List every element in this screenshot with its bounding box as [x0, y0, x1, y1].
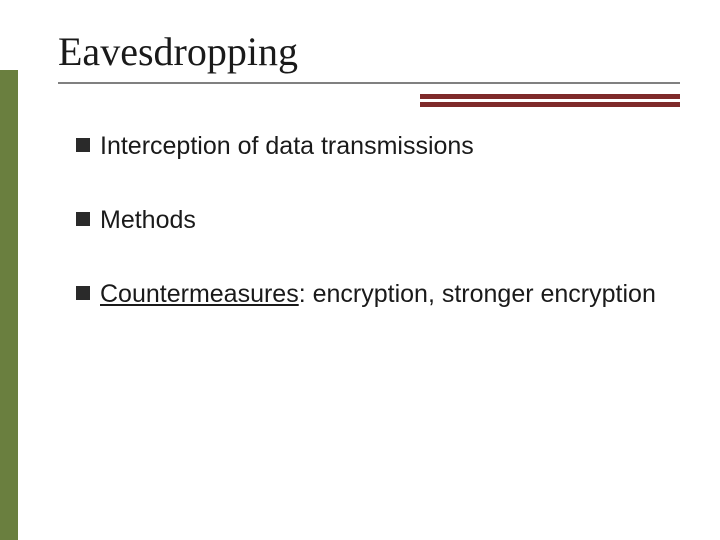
bullet-rest: : encryption, stronger encryption: [299, 280, 656, 308]
bullet-text: Methods: [100, 204, 660, 238]
bullet-text: Interception of data transmissions: [100, 130, 660, 164]
bullet-text: Countermeasures: encryption, stronger en…: [100, 278, 660, 312]
square-bullet-icon: [76, 212, 90, 226]
square-bullet-icon: [76, 286, 90, 300]
title-underline: [58, 82, 680, 84]
bullet-item: Methods: [76, 204, 660, 238]
accent-bar-top: [420, 94, 680, 99]
bullet-item: Interception of data transmissions: [76, 130, 660, 164]
accent-double-bar: [420, 94, 680, 110]
title-area: Eavesdropping: [58, 28, 680, 75]
bullet-underlined-word: Countermeasures: [100, 280, 299, 308]
square-bullet-icon: [76, 138, 90, 152]
slide-title: Eavesdropping: [58, 28, 680, 75]
accent-bar-bottom: [420, 102, 680, 107]
content-area: Interception of data transmissions Metho…: [76, 130, 660, 351]
bullet-item: Countermeasures: encryption, stronger en…: [76, 278, 660, 312]
left-accent-bar: [0, 70, 18, 540]
slide: Eavesdropping Interception of data trans…: [0, 0, 720, 540]
